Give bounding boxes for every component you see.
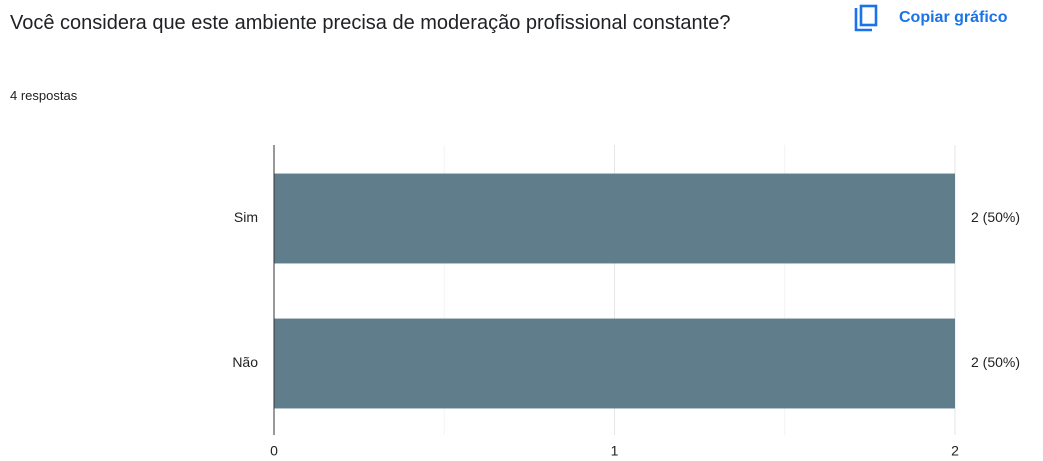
y-tick-label: Sim [234,209,258,225]
question-title: Você considera que este ambiente precisa… [10,12,731,34]
response-count: 4 respostas [10,88,78,103]
y-tick-label: Não [232,354,258,370]
x-tick-label: 2 [951,443,959,459]
copy-icon [854,4,878,32]
bar [274,173,955,264]
x-tick-label: 1 [611,443,619,459]
value-label: 2 (50%) [971,209,1020,225]
value-label: 2 (50%) [971,354,1020,370]
bar [274,318,955,409]
x-tick-label: 0 [270,443,278,459]
copy-chart-button[interactable]: Copiar gráfico [853,4,1007,32]
copy-chart-label: Copiar gráfico [899,9,1008,26]
